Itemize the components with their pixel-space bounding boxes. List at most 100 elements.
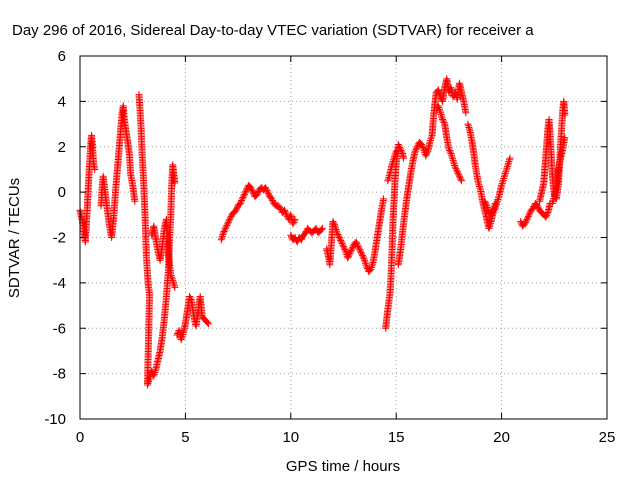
y-axis: -10 -8 -6 -4 -2 0 2 4 6	[44, 48, 607, 428]
data-point-0-1650	[521, 218, 529, 226]
data-point-0-1632	[484, 205, 492, 213]
data-point-0-973	[317, 226, 325, 234]
data-point-0-1242	[385, 173, 393, 181]
x-tick-label-0: 0	[76, 429, 84, 446]
data-points	[76, 75, 569, 389]
data-point-0-737	[167, 270, 175, 278]
data-point-0-1012	[329, 218, 337, 226]
data-point-0-1256	[391, 151, 399, 159]
data-point-0-1017	[332, 226, 340, 234]
data-point-0-869	[238, 195, 246, 203]
data-point-0-906	[269, 196, 277, 204]
data-point-0-1052	[356, 247, 364, 255]
data-point-0-1251	[389, 159, 397, 167]
data-point-0-1357	[427, 135, 435, 143]
data-point-0-1500	[448, 151, 456, 159]
data-point-0-1028	[340, 243, 347, 251]
data-point-0-1253	[390, 156, 398, 164]
data-point-0-840	[205, 320, 213, 328]
data-point-0-505	[150, 370, 158, 378]
data-point-0-974	[318, 224, 326, 232]
data-point-0-1355	[426, 138, 434, 146]
data-point-0-843	[218, 232, 226, 240]
data-point-0-1479	[440, 119, 448, 127]
data-point-0-1473	[436, 109, 444, 117]
data-point-0-1048	[354, 241, 362, 249]
data-point-0-1068	[367, 264, 375, 272]
data-point-0-1067	[367, 265, 375, 273]
data-point-0-785	[187, 296, 195, 304]
data-point-0-1630	[483, 202, 491, 210]
data-point-0-875	[243, 186, 251, 194]
data-point-0-1469	[434, 102, 442, 110]
data-point-0-1258	[392, 147, 400, 155]
data-point-0-1046	[352, 238, 360, 246]
data-point-0-1636	[487, 211, 495, 219]
data-point-0-757	[178, 332, 186, 340]
data-point-0-871	[240, 192, 248, 200]
data-point-0-648	[171, 179, 179, 187]
data-point-0-1583	[485, 224, 493, 232]
data-point-0-1618	[502, 168, 510, 176]
data-point-0-1019	[333, 229, 341, 237]
data-point-0-1333	[413, 144, 421, 152]
data-point-0-1234	[397, 147, 405, 155]
data-point-0-784	[186, 294, 194, 302]
data-point-0-1603	[495, 192, 503, 200]
data-point-0-1509	[453, 166, 461, 174]
data-point-0-1644	[517, 218, 525, 226]
data-point-0-1031	[342, 247, 350, 255]
data-point-0-1520	[465, 125, 473, 133]
data-point-0-1555	[475, 181, 483, 189]
data-point-0-1390	[435, 88, 443, 96]
x-tick-label-2: 10	[282, 429, 299, 446]
data-point-0-506	[151, 368, 159, 376]
data-point-0-1340	[418, 142, 426, 150]
data-point-0-1510	[453, 168, 461, 176]
data-point-0-935	[290, 218, 298, 226]
data-point-0-1517	[464, 120, 472, 128]
data-point-0-873	[241, 189, 249, 197]
data-point-0-1652	[523, 215, 531, 223]
data-point-0-742	[169, 278, 177, 286]
data-point-0-1616	[501, 171, 509, 179]
grid-lines	[80, 56, 607, 419]
data-point-0-1015	[331, 222, 339, 230]
data-point-0-1612	[499, 178, 507, 186]
data-point-0-1602	[494, 194, 502, 202]
data-point-0-881	[247, 185, 255, 193]
data-point-0-1040	[347, 246, 355, 254]
data-point-0-1862	[549, 196, 557, 204]
data-point-0-1231	[395, 142, 403, 150]
data-point-0-847	[221, 226, 229, 234]
data-point-0-1643	[491, 199, 499, 207]
data-point-0-868	[238, 196, 246, 204]
data-point-0-1511	[454, 169, 462, 177]
y-tick-label-0: -10	[44, 411, 66, 428]
data-point-0-1622	[504, 161, 512, 169]
data-point-0-1653	[524, 214, 532, 222]
data-point-0-1036	[344, 252, 352, 260]
data-point-0-1038	[346, 249, 354, 257]
data-point-0-936	[290, 217, 298, 225]
data-point-0-952	[298, 234, 306, 242]
data-point-0-1358	[428, 133, 436, 141]
data-point-0-1334	[413, 143, 421, 151]
data-point-0-1341	[419, 144, 427, 152]
x-tick-label-3: 15	[388, 429, 405, 446]
data-point-0-937	[291, 215, 299, 223]
data-point-0-900	[264, 188, 272, 196]
data-point-0-1610	[498, 181, 506, 189]
data-point-0-862	[233, 205, 241, 213]
data-point-0-849	[222, 223, 230, 231]
data-point-0-841	[217, 236, 225, 244]
data-point-0-1471	[435, 105, 443, 113]
y-tick-label-6: 2	[58, 139, 66, 156]
data-point-0-1651	[522, 217, 530, 225]
data-point-0-1252	[389, 157, 397, 165]
data-point-0-1255	[391, 152, 399, 160]
data-point-0-311	[131, 197, 139, 205]
data-point-0-1339	[417, 140, 425, 148]
data-point-0-1069	[368, 262, 376, 270]
